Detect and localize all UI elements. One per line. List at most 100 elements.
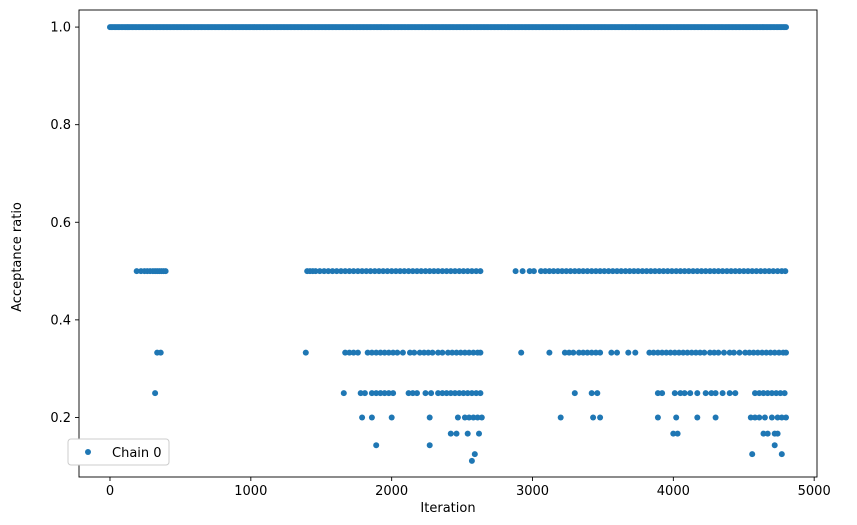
x-axis-label: Iteration [420,501,475,516]
data-point [767,349,774,356]
data-point [774,414,781,421]
data-point [659,349,666,356]
data-point [302,349,309,356]
data-point [426,268,433,275]
data-point [414,268,420,275]
data-point [477,390,484,397]
data-point [518,349,525,356]
data-point [712,414,719,421]
data-point [405,390,412,397]
data-point [364,349,371,356]
data-point [407,349,413,356]
data-point [559,268,566,275]
data-point [329,268,336,275]
scatter-points [107,24,789,464]
data-point [445,349,451,356]
x-tick-label: 5000 [798,484,831,499]
data-point [470,349,477,356]
data-point [677,390,684,397]
data-point [476,430,482,437]
data-point [354,268,361,275]
data-point [782,268,789,275]
data-point [614,349,620,356]
data-point [321,268,328,275]
data-point [752,390,758,397]
data-point [460,390,467,397]
data-point [639,268,646,275]
data-point [635,268,642,275]
data-point [411,349,418,356]
data-point [721,349,727,356]
data-point [730,349,737,356]
data-point [399,349,406,356]
data-point [570,349,577,356]
data-point [435,268,442,275]
data-point [162,268,169,275]
data-point [474,414,481,421]
data-point [361,390,368,397]
data-point [588,268,595,275]
data-point [597,349,604,356]
data-point [350,349,357,356]
data-point [435,390,442,397]
data-point [359,268,366,275]
data-point [768,390,775,397]
data-point [454,414,461,421]
data-point [673,414,680,421]
data-point [401,268,408,275]
data-point [409,268,416,275]
data-point [350,268,357,275]
data-point [557,414,564,421]
data-point [757,268,764,275]
data-point [368,414,375,421]
data-point [371,268,378,275]
data-point [452,268,458,275]
data-point [478,414,485,421]
data-point [546,349,553,356]
data-point [385,390,392,397]
data-point [692,349,699,356]
data-point [373,442,380,449]
y-tick-label: 0.4 [50,313,71,328]
data-point [688,349,695,356]
data-point [477,349,484,356]
data-point [707,268,713,275]
data-point [590,414,597,421]
data-point [773,390,780,397]
data-point [759,349,766,356]
data-point [542,268,549,275]
data-point [687,390,694,397]
data-point [711,349,718,356]
data-point [342,268,349,275]
data-point [752,414,758,421]
data-point [477,268,484,275]
data-point [546,268,553,275]
data-point [390,349,397,356]
data-point [764,390,771,397]
data-point [659,390,666,397]
data-point [550,268,557,275]
data-point [719,390,726,397]
data-point [414,390,420,397]
y-tick-label: 0.2 [50,411,71,426]
data-point [749,268,756,275]
data-point [359,414,366,421]
data-point [747,414,754,421]
data-point [333,268,340,275]
data-point [728,268,735,275]
data-point [761,268,768,275]
data-point [774,430,781,437]
data-point [746,349,753,356]
data-point [461,349,468,356]
data-point [760,430,767,437]
data-point [708,390,715,397]
data-point [732,268,739,275]
data-point [622,268,629,275]
data-point [670,430,677,437]
data-point [750,349,757,356]
data-point [736,268,743,275]
data-point [694,268,701,275]
data-point [777,390,784,397]
data-point [380,268,387,275]
x-tick-label: 2000 [375,484,408,499]
